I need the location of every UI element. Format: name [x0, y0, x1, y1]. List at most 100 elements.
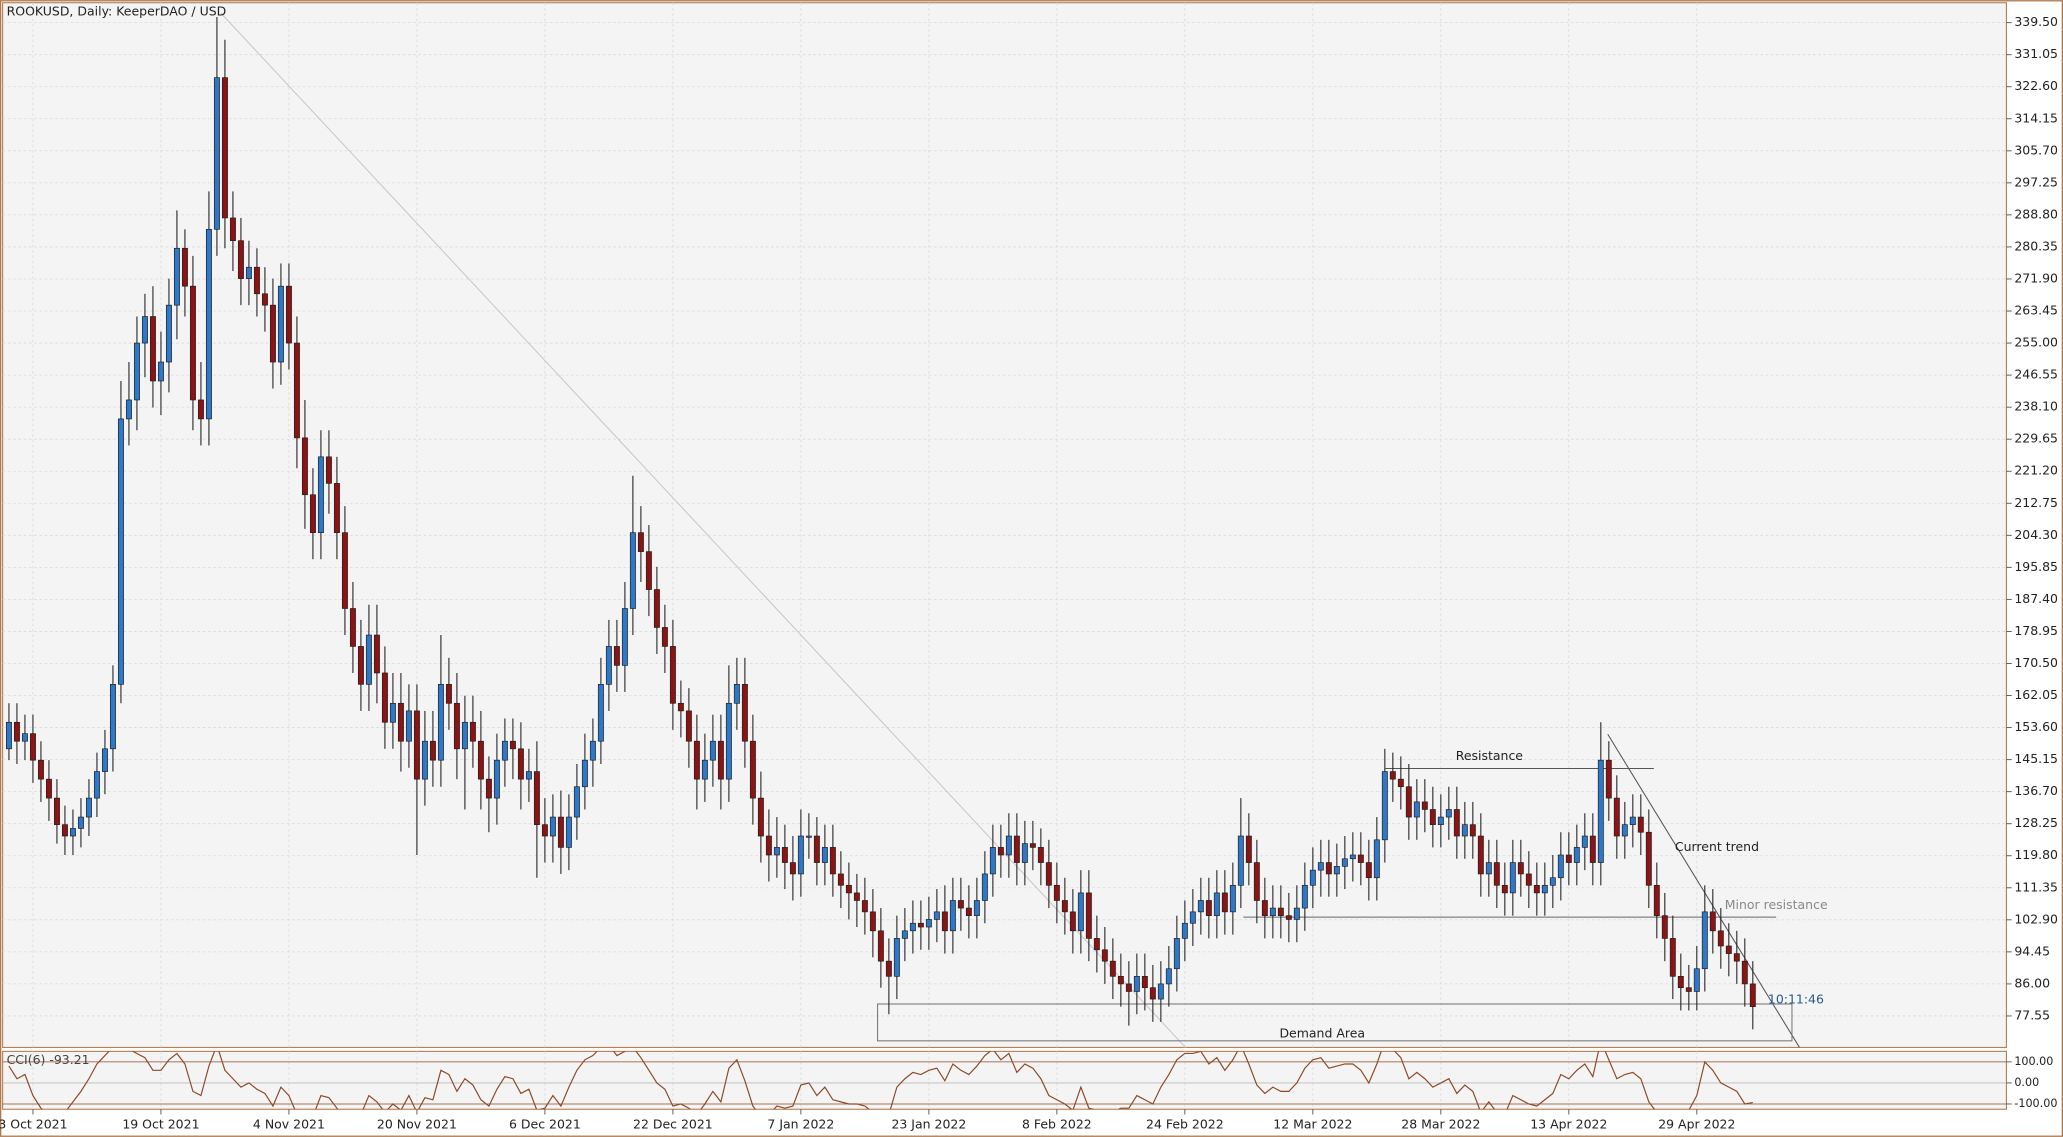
candle-body — [1037, 847, 1044, 863]
candle-body — [277, 285, 284, 363]
candle-body — [1693, 968, 1700, 992]
candle-body — [325, 456, 332, 484]
candle-body — [373, 634, 380, 674]
candle-body — [813, 835, 820, 863]
candle-body — [1637, 816, 1644, 833]
y-tick-label: 111.35 — [2014, 879, 2058, 894]
candle-body — [333, 483, 340, 533]
current-trend-line — [1607, 734, 1801, 1048]
candle-body — [221, 77, 228, 219]
candle-body — [1333, 866, 1340, 875]
candle-body — [1197, 900, 1204, 913]
candle-body — [269, 304, 276, 363]
candle-body — [1709, 911, 1716, 932]
x-tick-label: 20 Nov 2021 — [377, 1117, 457, 1132]
candle-body — [1181, 922, 1188, 939]
candle-body — [885, 960, 892, 977]
y-tick-label: 255.00 — [2014, 335, 2058, 350]
candle-body — [1701, 911, 1708, 970]
grid — [2, 2, 2007, 1110]
candle-body — [557, 816, 564, 848]
candle-body — [1453, 809, 1460, 837]
candle-body — [781, 847, 788, 863]
candle-body — [941, 911, 948, 932]
candle-body — [469, 721, 476, 742]
timer: 10:11:46 — [1768, 992, 1824, 1007]
annotation-layer — [220, 12, 1801, 1048]
candle-body — [1029, 843, 1036, 848]
candle-body — [1109, 960, 1116, 977]
y-tick-label: 263.45 — [2014, 303, 2058, 318]
candle-body — [1685, 987, 1692, 992]
candle-body — [1381, 771, 1388, 841]
candle-body — [1045, 862, 1052, 886]
y-tick-label: 229.65 — [2014, 431, 2058, 446]
candle-body — [1141, 975, 1148, 989]
candle-body — [213, 77, 220, 230]
candle-body — [861, 900, 868, 913]
candle-body — [1581, 835, 1588, 848]
x-tick-label: 23 Jan 2022 — [891, 1117, 966, 1132]
candle-body — [1653, 884, 1660, 916]
y-tick-label: 153.60 — [2014, 719, 2058, 734]
candle-body — [117, 418, 124, 685]
candle-body — [1741, 960, 1748, 985]
candle-body — [1021, 843, 1028, 863]
candle-body — [1173, 938, 1180, 970]
candle-body — [605, 646, 612, 685]
candle-body — [1237, 835, 1244, 886]
candle-body — [1429, 809, 1436, 825]
y-tick-label: 136.70 — [2014, 783, 2058, 798]
candle-body — [749, 740, 756, 799]
candle-body — [597, 684, 604, 742]
candle-body — [413, 710, 420, 780]
candle-body — [1589, 835, 1596, 863]
candle-body — [517, 748, 524, 780]
candle-body — [661, 627, 668, 647]
candle-body — [421, 740, 428, 780]
chart-title: ROOKUSD, Daily: KeeperDAO / USD — [7, 3, 227, 18]
candle-body — [293, 342, 300, 439]
y-tick-label: 178.95 — [2014, 623, 2058, 638]
candle-body — [1261, 900, 1268, 916]
candle-body — [701, 759, 708, 780]
candle-body — [925, 919, 932, 928]
candle-body — [1493, 862, 1500, 886]
candle-body — [829, 847, 836, 875]
candle-body — [1501, 884, 1508, 894]
cci-tick-label: 100.00 — [2014, 1055, 2053, 1068]
candle-body — [1677, 975, 1684, 989]
candle-body — [85, 797, 92, 818]
x-tick-label: 13 Apr 2022 — [1530, 1117, 1607, 1132]
candle-body — [1461, 824, 1468, 837]
candle-body — [629, 532, 636, 609]
candle-body — [1221, 892, 1228, 913]
candle-body — [461, 721, 468, 750]
candle-body — [917, 922, 924, 928]
y-tick-label: 271.90 — [2014, 270, 2058, 285]
candle-body — [1605, 759, 1612, 799]
candle-body — [61, 824, 68, 837]
candle-body — [453, 702, 460, 750]
candle-body — [1341, 858, 1348, 867]
y-tick-label: 195.85 — [2014, 559, 2058, 574]
candle-body — [821, 847, 828, 863]
candle-body — [1573, 847, 1580, 863]
long-trend-line — [220, 12, 1187, 1048]
candle-body — [565, 816, 572, 848]
candle-body — [997, 847, 1004, 856]
y-tick-label: 297.25 — [2014, 174, 2058, 189]
candle-body — [581, 759, 588, 788]
candle-body — [1205, 900, 1212, 916]
candle-body — [989, 847, 996, 875]
candle-body — [437, 684, 444, 761]
candle-body — [949, 900, 956, 932]
candle-body — [13, 721, 20, 742]
candle-body — [877, 930, 884, 962]
candle-body — [837, 873, 844, 886]
y-tick-label: 280.35 — [2014, 238, 2058, 253]
y-tick-label: 204.30 — [2014, 527, 2058, 542]
cci-tick-label: -100.00 — [2014, 1097, 2057, 1110]
